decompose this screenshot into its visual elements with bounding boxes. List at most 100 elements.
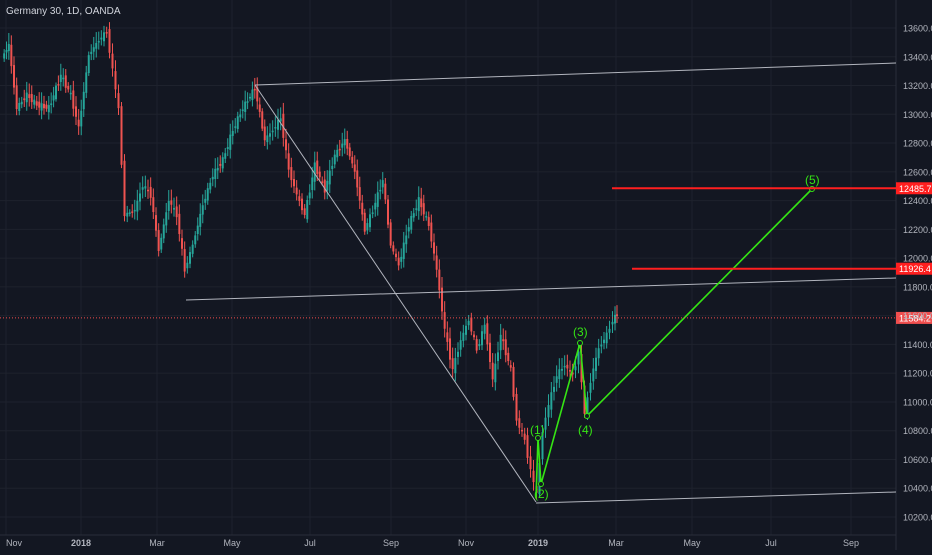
candle-body <box>5 50 8 53</box>
candle-body <box>358 187 361 201</box>
time-tick-label: Sep <box>383 538 399 548</box>
candle-body <box>28 94 31 98</box>
candle-body <box>369 214 371 228</box>
grid <box>0 0 897 550</box>
candle-body <box>206 188 209 201</box>
price-tick-label: 13200.0 <box>903 81 932 91</box>
candle-body <box>139 193 141 202</box>
candle-body <box>226 147 229 150</box>
price-tick-label: 11000.0 <box>903 397 932 407</box>
candle-body <box>162 224 165 239</box>
candle-body <box>301 198 303 211</box>
price-tick-label: 10200.0 <box>903 513 932 523</box>
candle-body <box>55 85 57 100</box>
candle-body <box>438 269 441 291</box>
price-axis[interactable]: 13600.0 13400.0 13200.0 13000.0 12800.0 12600… <box>903 24 932 523</box>
candle-body <box>405 235 408 245</box>
time-tick-label: May <box>683 538 701 548</box>
candle-body <box>59 74 62 83</box>
candle-body <box>420 198 423 208</box>
time-axis[interactable]: Nov 2018 Mar May Jul Sep Nov 2019 Mar May Jul Sep <box>6 538 859 548</box>
candle-body <box>20 101 23 105</box>
candle-body <box>316 160 319 174</box>
candle-body <box>489 342 491 363</box>
candle-body <box>95 43 98 49</box>
candle-body <box>379 189 382 192</box>
candle-body <box>246 101 249 103</box>
candle-body <box>544 417 547 430</box>
wave-point <box>584 413 590 419</box>
candle-body <box>167 200 170 211</box>
candle-body <box>371 212 374 214</box>
time-tick-label: Nov <box>458 538 475 548</box>
candle-body <box>521 429 523 432</box>
candle-body <box>566 364 569 369</box>
candle-body <box>50 103 53 105</box>
candle-body <box>389 222 392 246</box>
price-tick-label: 13600.0 <box>903 24 932 34</box>
price-label-box <box>896 311 932 324</box>
candle-body <box>547 405 550 418</box>
candle-body <box>443 312 446 329</box>
candle-body <box>571 372 574 375</box>
candle-body <box>526 435 529 458</box>
candle-body <box>348 147 351 157</box>
candle-body <box>333 154 336 165</box>
candle-body <box>402 242 405 259</box>
candle-body <box>504 339 507 356</box>
candle-body <box>574 366 577 371</box>
candle-body <box>290 167 293 181</box>
candle-body <box>586 397 589 416</box>
candle-body <box>435 255 438 270</box>
candle-body <box>285 139 287 151</box>
candle-body <box>446 332 449 342</box>
candle-body <box>321 181 324 183</box>
candle-body <box>241 109 244 112</box>
time-tick-label: Jul <box>765 538 777 548</box>
candle-body <box>509 365 512 368</box>
candle-body <box>40 103 43 111</box>
candle-body <box>323 179 326 193</box>
candle-body <box>397 257 400 266</box>
candle-body <box>569 370 571 372</box>
candle-body <box>274 127 277 129</box>
candle-body <box>160 237 163 250</box>
candle-body <box>45 104 48 109</box>
candle-body <box>256 87 259 102</box>
candle-body <box>239 114 242 118</box>
candle-body <box>318 171 321 178</box>
candle-body <box>103 32 105 42</box>
candle-body <box>141 187 144 190</box>
candle-body <box>244 101 247 112</box>
candle-body <box>470 317 473 332</box>
candle-body <box>282 113 285 138</box>
candle-body <box>595 357 597 371</box>
candle-body <box>123 160 126 217</box>
candle-body <box>155 215 157 231</box>
candle-body <box>512 366 515 397</box>
candle-body <box>251 89 254 101</box>
candle-body <box>457 351 459 357</box>
candle-body <box>515 393 518 421</box>
candle-body <box>563 365 566 368</box>
time-tick-label: 2019 <box>528 538 548 548</box>
candle-body <box>108 29 111 53</box>
candle-body <box>494 363 497 383</box>
candle-body <box>271 130 274 133</box>
candle-body <box>555 376 558 383</box>
candle-body <box>229 134 232 150</box>
candle-body <box>400 256 403 262</box>
price-label-box <box>896 262 932 275</box>
candle-body <box>374 202 377 210</box>
candle-body <box>47 105 50 113</box>
candle-body <box>128 212 131 214</box>
candle-body <box>117 93 120 109</box>
candle-body <box>467 320 470 326</box>
price-tick-label: 13400.0 <box>903 52 932 62</box>
candle-body <box>72 90 75 109</box>
candle-body <box>204 198 207 203</box>
candle-body <box>249 96 251 99</box>
candle-body <box>131 211 134 213</box>
